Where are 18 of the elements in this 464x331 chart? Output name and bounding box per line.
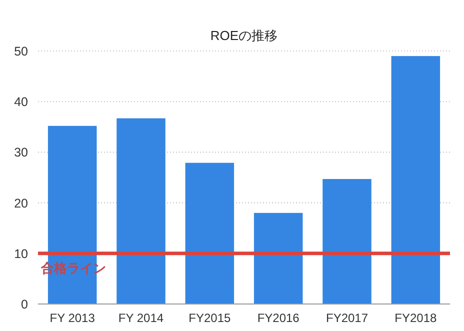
x-tick-label: FY2017 [326,311,368,325]
y-tick-label: 20 [14,196,28,210]
chart-title: ROEの推移 [210,28,278,43]
x-tick-label: FY 2014 [118,311,164,325]
bar [322,179,372,304]
y-tick-label: 0 [21,298,28,312]
x-tick-label: FY2016 [257,311,300,325]
x-tick-label: FY2015 [188,311,232,325]
x-tick-label: FY2018 [394,311,438,325]
bar [116,118,166,304]
bar [254,212,303,304]
bar [185,162,234,304]
y-tick-label: 40 [14,95,28,110]
y-tick-label: 50 [14,44,28,58]
bar [391,56,440,304]
x-tick-label: FY 2013 [50,311,96,325]
y-tick-label: 30 [14,146,28,160]
y-tick-label: 10 [14,246,28,261]
